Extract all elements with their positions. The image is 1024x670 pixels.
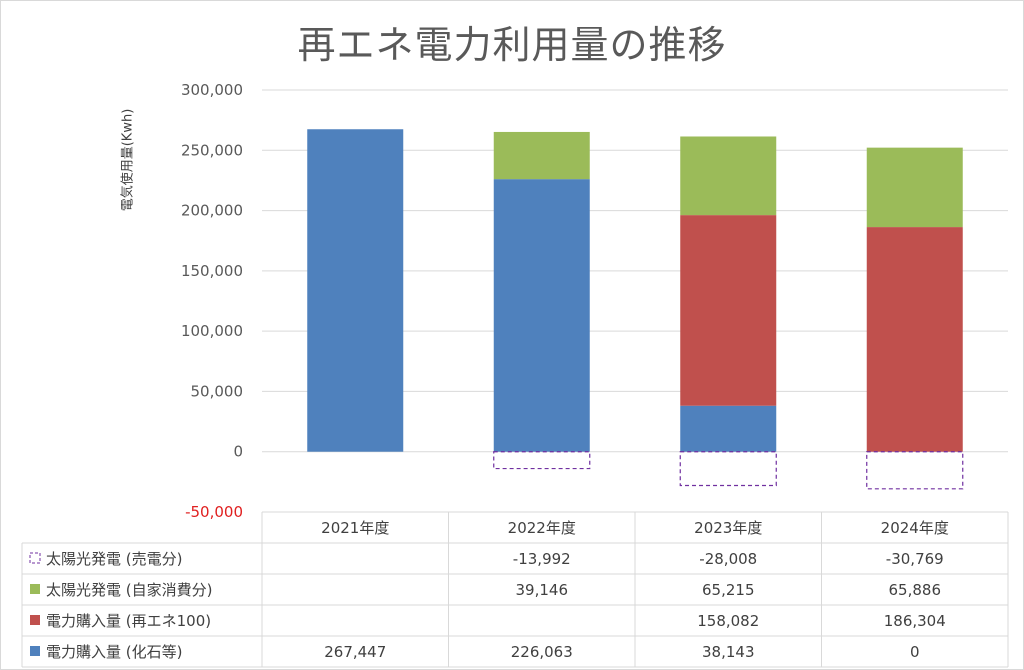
data-label: 267,447 — [324, 643, 386, 661]
chart-title: 再エネ電力利用量の推移 — [297, 23, 727, 67]
bar-sell-outline — [493, 451, 591, 470]
data-label: 65,215 — [702, 581, 755, 599]
y-tick-label: 100,000 — [181, 322, 243, 340]
data-label: 226,063 — [511, 643, 573, 661]
category-label: 2023年度 — [694, 519, 762, 537]
legend-key — [30, 584, 40, 594]
y-tick-label: 50,000 — [191, 382, 244, 400]
bar-segment — [680, 405, 777, 452]
data-label: 38,143 — [702, 643, 755, 661]
legend-label: 電力購入量 (再エネ100) — [46, 612, 211, 630]
y-tick-label: 300,000 — [181, 81, 243, 99]
data-label: 39,146 — [516, 581, 569, 599]
category-label: 2022年度 — [508, 519, 576, 537]
data-label: 186,304 — [884, 612, 946, 630]
category-label: 2021年度 — [321, 519, 389, 537]
data-label: -28,008 — [699, 550, 757, 568]
bar-sell-outline — [679, 451, 777, 487]
data-label: -30,769 — [886, 550, 944, 568]
legend-key — [30, 646, 40, 656]
data-label: 158,082 — [697, 612, 759, 630]
bar-segment — [866, 227, 963, 452]
legend-label: 電力購入量 (化石等) — [46, 643, 182, 661]
y-tick-label: 200,000 — [181, 202, 243, 220]
bar-segment — [680, 215, 777, 406]
data-label: 65,886 — [889, 581, 942, 599]
legend-key — [29, 552, 41, 564]
y-tick-label: -50,000 — [185, 503, 243, 521]
y-tick-label: 150,000 — [181, 262, 243, 280]
bars — [307, 129, 964, 490]
legend-label: 太陽光発電 (自家消費分) — [46, 581, 212, 599]
bar-sell-outline — [866, 451, 964, 490]
category-label: 2024年度 — [881, 519, 949, 537]
bar-segment — [493, 179, 590, 452]
legend-label: 太陽光発電 (売電分) — [46, 550, 182, 568]
data-label: -13,992 — [513, 550, 571, 568]
y-tick-label: 0 — [233, 443, 243, 461]
bar-segment — [307, 129, 404, 452]
legend-key — [30, 615, 40, 625]
y-axis-ticks: 300,000 250,000 200,000 150,000 100,000 50,00… — [181, 81, 243, 521]
y-tick-label: 250,000 — [181, 141, 243, 159]
bar-segment — [866, 147, 963, 228]
bar-segment — [493, 131, 590, 180]
data-label: 0 — [910, 643, 920, 661]
bar-segment — [680, 136, 777, 216]
